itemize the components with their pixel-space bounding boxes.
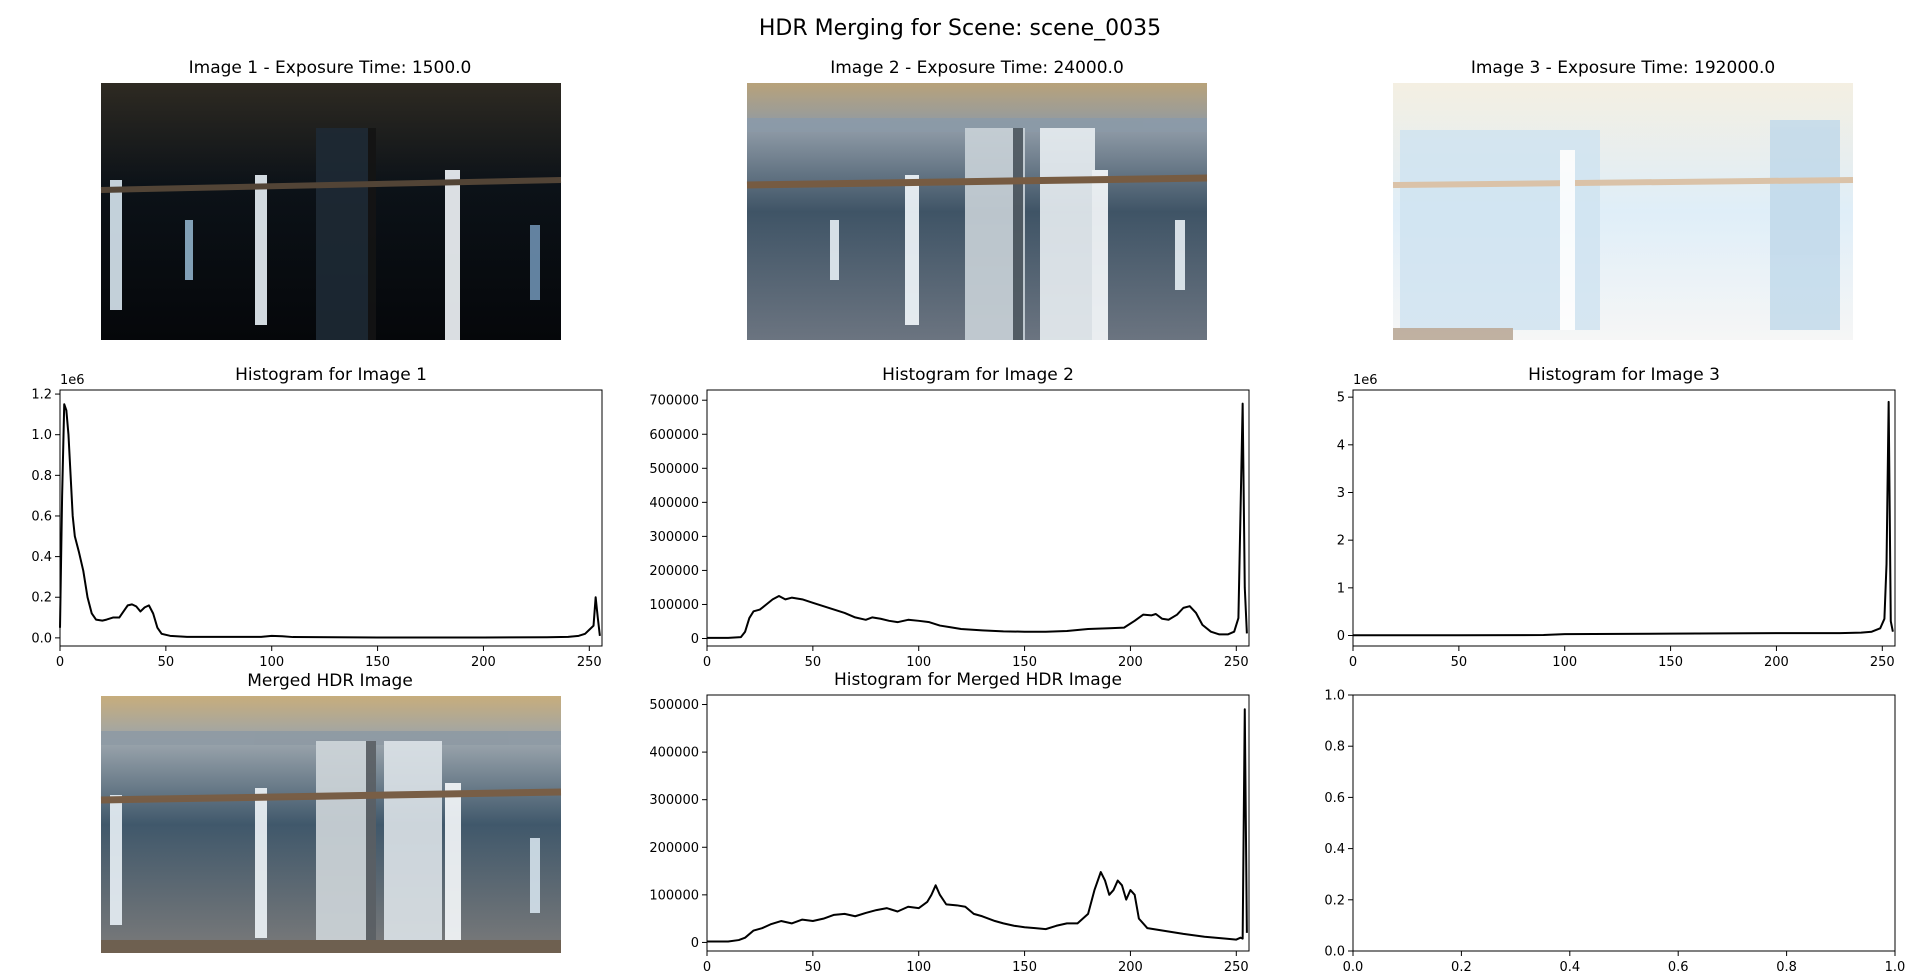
plot-frame xyxy=(706,389,1250,647)
chart-title: Histogram for Image 2 xyxy=(882,365,1074,385)
y-tick-label: 4 xyxy=(1337,438,1345,453)
y-tick-label: 1.0 xyxy=(1324,689,1345,704)
x-tick-label: 50 xyxy=(805,960,822,975)
y-tick-label: 1.0 xyxy=(31,428,52,443)
image-1-details xyxy=(100,128,562,340)
x-tick-label: 250 xyxy=(1224,960,1249,975)
y-tick-label: 400000 xyxy=(649,496,699,511)
image-panel-merged: Merged HDR Image xyxy=(100,671,562,953)
x-tick-label: 150 xyxy=(365,655,390,670)
x-tick-label: 200 xyxy=(471,655,496,670)
plot-frame xyxy=(59,389,603,647)
y-tick-label: 2 xyxy=(1337,534,1345,549)
image-2-title: Image 2 - Exposure Time: 24000.0 xyxy=(830,58,1124,78)
x-tick-label: 150 xyxy=(1012,960,1037,975)
image-panel-1: Image 1 - Exposure Time: 1500.0 xyxy=(100,58,562,340)
y-tick-label: 700000 xyxy=(649,394,699,409)
y-tick-label: 200000 xyxy=(649,841,699,856)
plot-frame xyxy=(1352,389,1896,647)
y-tick-label: 1.2 xyxy=(31,388,52,403)
x-tick-label: 250 xyxy=(1870,655,1895,670)
x-tick-label: 0.6 xyxy=(1668,960,1689,975)
y-tick-label: 1 xyxy=(1337,581,1345,596)
x-tick-label: 100 xyxy=(906,655,931,670)
merged-image-details xyxy=(100,731,562,953)
y-tick-label: 0.4 xyxy=(1324,842,1345,857)
image-panel-2: Image 2 - Exposure Time: 24000.0 xyxy=(746,58,1208,340)
histogram-image-1: Histogram for Image 1 0 50 100 150 200 250 0.0 0… xyxy=(31,365,603,670)
y-tick-label: 0 xyxy=(1337,629,1345,644)
y-tick-label: 0.0 xyxy=(1324,945,1345,960)
image-3-title: Image 3 - Exposure Time: 192000.0 xyxy=(1471,58,1775,78)
y-offset-text: 1e6 xyxy=(1353,373,1378,388)
x-tick-label: 100 xyxy=(259,655,284,670)
histogram-image-3: Histogram for Image 3 0 50 100 150 200 250 0 1 2 3… xyxy=(1337,365,1896,670)
x-tick-label: 0.2 xyxy=(1451,960,1472,975)
series-line xyxy=(707,708,1248,943)
y-tick-label: 5 xyxy=(1337,391,1345,406)
series-line xyxy=(707,402,1248,639)
x-tick-label: 0.0 xyxy=(1343,960,1364,975)
image-panel-3: Image 3 - Exposure Time: 192000.0 xyxy=(1392,58,1854,340)
chart-title: Histogram for Merged HDR Image xyxy=(834,670,1122,690)
y-tick-label: 0 xyxy=(691,936,699,951)
x-tick-label: 1.0 xyxy=(1885,960,1906,975)
x-tick-label: 0 xyxy=(56,655,64,670)
y-tick-label: 200000 xyxy=(649,564,699,579)
x-tick-label: 0 xyxy=(703,960,711,975)
y-tick-label: 600000 xyxy=(649,428,699,443)
x-tick-label: 250 xyxy=(1224,655,1249,670)
y-tick-label: 400000 xyxy=(649,746,699,761)
y-tick-label: 500000 xyxy=(649,698,699,713)
y-tick-label: 100000 xyxy=(649,598,699,613)
y-tick-label: 0.2 xyxy=(31,591,52,606)
figure-title: HDR Merging for Scene: scene_0035 xyxy=(759,16,1161,41)
x-tick-label: 50 xyxy=(805,655,822,670)
y-tick-label: 0.0 xyxy=(31,631,52,646)
chart-title: Histogram for Image 1 xyxy=(235,365,427,385)
plot-frame xyxy=(1352,694,1896,952)
y-tick-label: 0.6 xyxy=(1324,791,1345,806)
y-tick-label: 3 xyxy=(1337,486,1345,501)
y-tick-label: 100000 xyxy=(649,888,699,903)
y-tick-label: 0.8 xyxy=(1324,740,1345,755)
x-tick-label: 0 xyxy=(1349,655,1357,670)
y-tick-label: 0.2 xyxy=(1324,893,1345,908)
x-tick-label: 50 xyxy=(158,655,175,670)
x-tick-label: 200 xyxy=(1764,655,1789,670)
x-tick-label: 0.8 xyxy=(1776,960,1797,975)
y-tick-label: 300000 xyxy=(649,530,699,545)
x-tick-label: 150 xyxy=(1658,655,1683,670)
y-tick-label: 0.8 xyxy=(31,469,52,484)
image-3-details xyxy=(1392,120,1854,340)
chart-title: Histogram for Image 3 xyxy=(1528,365,1720,385)
x-tick-label: 100 xyxy=(906,960,931,975)
histogram-merged: Histogram for Merged HDR Image 0 50 100 150 2… xyxy=(649,670,1250,975)
y-offset-text: 1e6 xyxy=(60,373,85,388)
x-tick-label: 200 xyxy=(1118,960,1143,975)
y-tick-label: 0 xyxy=(691,632,699,647)
merged-image-title: Merged HDR Image xyxy=(247,671,413,691)
y-tick-label: 500000 xyxy=(649,462,699,477)
x-tick-label: 150 xyxy=(1012,655,1037,670)
series-line xyxy=(59,403,601,639)
x-tick-label: 50 xyxy=(1451,655,1468,670)
image-2-details xyxy=(746,118,1208,340)
y-tick-label: 0.6 xyxy=(31,509,52,524)
series-line xyxy=(1353,400,1894,637)
x-tick-label: 0 xyxy=(703,655,711,670)
x-tick-label: 200 xyxy=(1118,655,1143,670)
plot-frame xyxy=(706,694,1250,952)
empty-axes: 0.0 0.2 0.4 0.6 0.8 1.0 0.0 0.2 0.4 0.6 0.8 1.0 xyxy=(1324,689,1905,975)
y-tick-label: 0.4 xyxy=(31,550,52,565)
x-tick-label: 250 xyxy=(577,655,602,670)
y-tick-label: 300000 xyxy=(649,793,699,808)
x-tick-label: 0.4 xyxy=(1559,960,1580,975)
histogram-image-2: Histogram for Image 2 0 50 100 150 200 250 0 100… xyxy=(649,365,1250,670)
image-1-title: Image 1 - Exposure Time: 1500.0 xyxy=(189,58,472,78)
x-tick-label: 100 xyxy=(1552,655,1577,670)
